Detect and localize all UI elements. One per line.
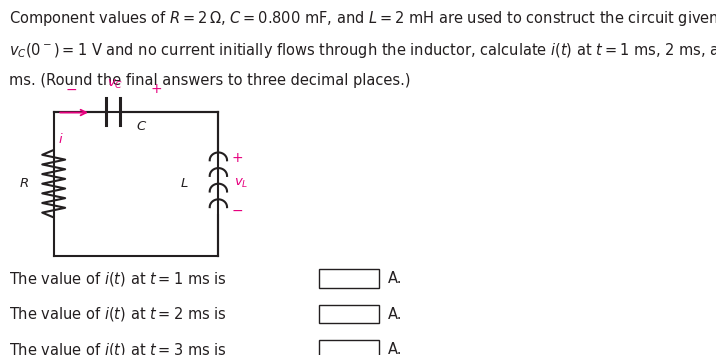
Text: A.: A. [388,307,402,322]
Text: $v_C$: $v_C$ [107,78,123,91]
Text: Component values of $R = 2\,\Omega$, $C = 0.800$ mF, and $L = 2$ mH are used to : Component values of $R = 2\,\Omega$, $C … [9,9,716,28]
Text: $-$: $-$ [231,203,243,217]
Text: $v_L$: $v_L$ [234,177,248,190]
Text: $v_C(0^-) = 1$ V and no current initially flows through the inductor, calculate : $v_C(0^-) = 1$ V and no current initiall… [9,41,716,60]
Text: $L$: $L$ [180,177,188,190]
Text: A.: A. [388,271,402,286]
Text: ms. (Round the final answers to three decimal places.): ms. (Round the final answers to three de… [9,73,410,88]
Text: $C$: $C$ [136,120,147,132]
Text: $+$: $+$ [231,151,243,165]
Text: $-$: $-$ [65,82,77,96]
FancyBboxPatch shape [319,305,379,323]
Text: $R$: $R$ [19,177,29,190]
Text: A.: A. [388,342,402,355]
Text: $+$: $+$ [150,82,162,96]
Text: $i$: $i$ [58,132,64,146]
Text: The value of $i(t)$ at $t = 2$ ms is: The value of $i(t)$ at $t = 2$ ms is [9,305,226,323]
Text: The value of $i(t)$ at $t = 1$ ms is: The value of $i(t)$ at $t = 1$ ms is [9,270,226,288]
Text: The value of $i(t)$ at $t = 3$ ms is: The value of $i(t)$ at $t = 3$ ms is [9,341,226,355]
FancyBboxPatch shape [319,340,379,355]
FancyBboxPatch shape [319,269,379,288]
